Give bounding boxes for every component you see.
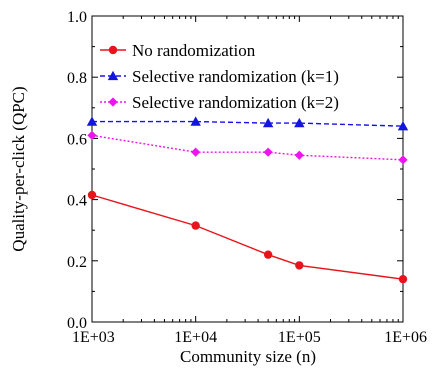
data-point: [191, 147, 201, 157]
data-point: [191, 221, 200, 230]
data-point: [86, 116, 98, 126]
series-line: [91, 134, 404, 161]
data-point: [262, 117, 274, 128]
x-axis-label: Community size (n): [180, 347, 316, 366]
legend-label: No randomization: [132, 41, 256, 60]
data-point: [263, 250, 273, 259]
data-point: [263, 147, 273, 157]
x-tick-label: 1E+06: [384, 329, 427, 346]
data-point: [87, 130, 97, 140]
y-axis-label: Quality-per-click (QPC): [9, 86, 28, 251]
series-layer: [86, 116, 409, 284]
plot-frame: [91, 15, 404, 323]
legend-entry: Selective randomization (k=2): [100, 93, 339, 112]
y-tick-label: 0.4: [67, 193, 87, 210]
series-line: [91, 194, 404, 280]
x-tick-label: 1E+04: [174, 329, 217, 346]
series-2: [86, 116, 409, 131]
series-line: [92, 120, 404, 127]
data-point: [190, 116, 201, 126]
x-tick-label: 1E+05: [278, 329, 321, 346]
series-3: [87, 130, 408, 165]
series-1: [87, 190, 408, 284]
x-tick-label: 1E+03: [72, 329, 115, 346]
y-tick-label: 0.2: [67, 254, 87, 271]
legend-entry: No randomization: [100, 41, 256, 60]
legend: No randomization Selective randomization …: [100, 41, 339, 112]
y-tick-label: 1.0: [67, 9, 87, 26]
y-tick-label: 0.8: [67, 70, 87, 87]
data-point: [397, 120, 409, 131]
data-point: [294, 117, 305, 128]
data-point: [294, 150, 304, 160]
legend-marker: [108, 45, 118, 55]
legend-label: Selective randomization (k=2): [132, 93, 339, 112]
data-point: [398, 274, 408, 284]
legend-marker: [108, 97, 118, 107]
legend-label: Selective randomization (k=1): [132, 67, 339, 86]
legend-marker: [107, 70, 119, 81]
y-tick-label: 0.0: [67, 315, 87, 332]
legend-entry: Selective randomization (k=1): [100, 67, 339, 86]
y-tick-label: 0.6: [67, 131, 87, 148]
data-point: [295, 261, 304, 270]
ticks-layer: 0.0 0.2 0.4 0.6 0.8 1.0 1E+03 1E+04 1E+05 1E+06: [67, 9, 427, 346]
data-point: [87, 190, 97, 200]
data-point: [398, 155, 408, 165]
